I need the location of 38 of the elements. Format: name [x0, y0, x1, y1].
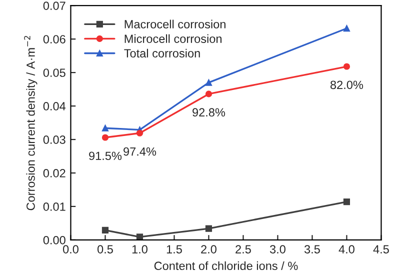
- x-tick-label: 0.5: [97, 245, 113, 254]
- point: [102, 124, 109, 132]
- point: [343, 63, 350, 70]
- point: [205, 90, 212, 98]
- y-tick-label: 0.04: [43, 102, 66, 110]
- y-tick-label: 0.06: [43, 35, 66, 44]
- x-tick-label: 4.5: [373, 245, 389, 254]
- x-tick-label: 2.0: [201, 245, 216, 254]
- y-tick-label: 0.03: [43, 136, 66, 144]
- annotation: 92.8%: [192, 108, 226, 117]
- point: [205, 225, 212, 232]
- legend-label: Macrocell corrosion: [124, 20, 226, 28]
- annotation: 91.5%: [89, 152, 122, 160]
- y-tick-label: 0.05: [43, 68, 66, 77]
- x-tick-label: 0.0: [62, 245, 78, 254]
- point: [343, 198, 350, 206]
- annotation: 82.0%: [330, 80, 364, 90]
- x-axis-title: Content of chloride ions / %: [154, 261, 298, 270]
- annotation: 97.4%: [124, 147, 156, 156]
- legend-label: Total corrosion: [124, 48, 200, 58]
- x-tick-label: 2.5: [236, 245, 251, 254]
- point: [343, 25, 350, 32]
- y-tick-label: 0.01: [43, 202, 66, 211]
- point: [136, 234, 144, 240]
- x-tick-label: 1.0: [132, 245, 148, 254]
- x-tick-label: 3.5: [304, 245, 320, 254]
- y-tick-label: 0.02: [43, 169, 66, 178]
- x-tick-label: 1.5: [166, 245, 182, 254]
- x-tick-label: 3.0: [270, 245, 286, 254]
- y-axis-title: Corrosion current density / A·m$^{−2}$: [24, 36, 38, 210]
- point: [205, 79, 212, 86]
- x-tick-label: 4.0: [338, 245, 354, 254]
- point: [102, 134, 109, 141]
- point: [136, 130, 144, 136]
- legend-label: Microcell corrosion: [124, 34, 222, 43]
- y-tick-label: 0.07: [43, 2, 66, 10]
- point: [102, 226, 109, 234]
- y-tick-label: 0.00: [43, 236, 66, 244]
